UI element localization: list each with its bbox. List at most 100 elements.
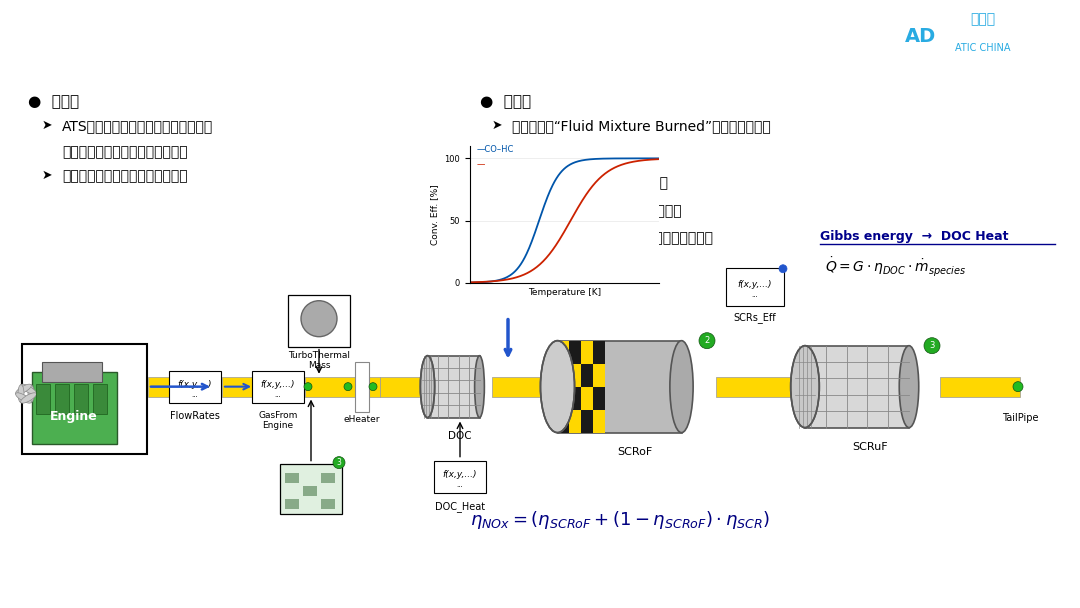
Bar <box>569 410 581 433</box>
Bar <box>93 384 107 413</box>
Bar <box>305 377 380 396</box>
Text: ➤: ➤ <box>492 203 502 216</box>
Ellipse shape <box>474 356 484 418</box>
Bar <box>805 346 909 427</box>
Circle shape <box>345 382 352 391</box>
Text: f(x,y,...): f(x,y,...) <box>178 380 213 389</box>
Ellipse shape <box>21 393 37 403</box>
Text: eCAT_Pwr
Control: eCAT_Pwr Control <box>289 466 333 486</box>
Text: f(x,y,...): f(x,y,...) <box>443 470 477 479</box>
Text: ●  输入：: ● 输入： <box>28 94 79 109</box>
Bar <box>569 364 581 387</box>
Bar <box>32 371 117 444</box>
X-axis label: Temperature [K]: Temperature [K] <box>528 288 600 297</box>
FancyBboxPatch shape <box>891 5 1069 61</box>
Text: FlowRates: FlowRates <box>170 410 220 421</box>
Text: —: — <box>476 160 485 169</box>
Bar <box>168 371 221 402</box>
Bar <box>36 384 50 413</box>
Bar <box>557 340 569 364</box>
Text: DOC_Heat: DOC_Heat <box>435 502 485 513</box>
Bar <box>581 410 593 433</box>
Circle shape <box>1013 382 1023 392</box>
Bar <box>288 295 350 347</box>
Circle shape <box>301 301 337 337</box>
Bar <box>22 344 147 454</box>
Text: eHeater: eHeater <box>343 415 380 424</box>
Bar <box>593 364 605 387</box>
Text: GasFrom
Engine: GasFrom Engine <box>258 410 298 430</box>
CO-HC <box>464 279 477 286</box>
Ellipse shape <box>28 385 33 402</box>
Bar <box>285 499 299 508</box>
Text: ➤: ➤ <box>492 231 502 244</box>
Text: 艾迪捷: 艾迪捷 <box>970 12 996 26</box>
Text: —CO–HC: —CO–HC <box>476 145 513 154</box>
Text: $\eta_{NOx} = (\eta_{SCRoF} + (1 - \eta_{SCRoF}) \cdot \eta_{SCR})$: $\eta_{NOx} = (\eta_{SCRoF} + (1 - \eta_… <box>470 508 770 531</box>
CO-HC <box>635 154 648 162</box>
Bar <box>569 340 581 364</box>
Text: 3: 3 <box>929 341 934 350</box>
Bar <box>285 472 299 483</box>
Text: AD: AD <box>905 27 935 46</box>
Bar <box>434 461 486 492</box>
Text: SCRoF: SCRoF <box>618 447 652 457</box>
Bar <box>75 384 87 413</box>
Ellipse shape <box>21 384 37 395</box>
Ellipse shape <box>15 384 31 395</box>
Circle shape <box>333 457 345 469</box>
Bar <box>593 410 605 433</box>
Bar <box>581 340 593 364</box>
Bar <box>557 410 569 433</box>
Text: f(x,y,...): f(x,y,...) <box>738 280 772 289</box>
Text: 污染物的转化是通过简单的线性或双线性曲线来表示的: 污染物的转化是通过简单的线性或双线性曲线来表示的 <box>512 231 713 245</box>
Text: ...: ... <box>752 292 758 298</box>
Ellipse shape <box>670 340 693 433</box>
Text: 无化学反应模型: 无化学反应模型 <box>512 147 570 161</box>
Ellipse shape <box>15 393 31 403</box>
Bar <box>321 472 335 483</box>
Bar <box>716 377 800 396</box>
Text: 13: 13 <box>1031 582 1053 597</box>
Text: SCRs_Eff: SCRs_Eff <box>733 312 777 323</box>
Ellipse shape <box>791 346 820 427</box>
Text: 质量流量，空燃比和气体入口温度: 质量流量，空燃比和气体入口温度 <box>62 169 188 183</box>
Bar <box>303 486 318 496</box>
Text: ➤: ➤ <box>492 119 502 132</box>
CO-HC <box>652 154 665 162</box>
Ellipse shape <box>540 340 575 433</box>
Bar <box>492 377 550 396</box>
Ellipse shape <box>18 385 24 402</box>
Bar <box>593 387 605 410</box>
Bar <box>726 268 784 306</box>
Text: TailPipe: TailPipe <box>1002 413 1038 423</box>
CO-HC <box>463 279 476 286</box>
Bar <box>940 377 1020 396</box>
Ellipse shape <box>900 346 919 427</box>
CO-HC <box>622 154 635 162</box>
Text: ➤: ➤ <box>42 119 53 132</box>
Text: TurboThermal
Mass: TurboThermal Mass <box>288 351 350 370</box>
CO-HC <box>576 157 589 164</box>
Bar <box>557 340 681 433</box>
Text: f(x,y,...): f(x,y,...) <box>260 380 295 389</box>
Bar <box>581 387 593 410</box>
Text: ➤: ➤ <box>42 169 53 182</box>
CO-HC <box>576 157 589 164</box>
Circle shape <box>699 333 715 348</box>
Bar <box>593 340 605 364</box>
Text: ...: ... <box>191 392 199 398</box>
Bar <box>557 387 569 410</box>
Text: ➤: ➤ <box>492 175 502 188</box>
Text: 化学还原（SCRoF）反应不考虑热量散失: 化学还原（SCRoF）反应不考虑热量散失 <box>512 203 681 217</box>
Bar <box>55 384 69 413</box>
Bar <box>321 499 335 508</box>
Text: Gibbs energy  →  DOC Heat: Gibbs energy → DOC Heat <box>820 230 1009 243</box>
Text: ATIC CHINA: ATIC CHINA <box>955 43 1011 53</box>
Circle shape <box>369 382 377 391</box>
Circle shape <box>924 337 940 354</box>
Text: ...: ... <box>274 392 282 398</box>
Bar <box>42 362 102 382</box>
Text: ➤: ➤ <box>492 147 502 160</box>
Bar <box>557 364 569 387</box>
